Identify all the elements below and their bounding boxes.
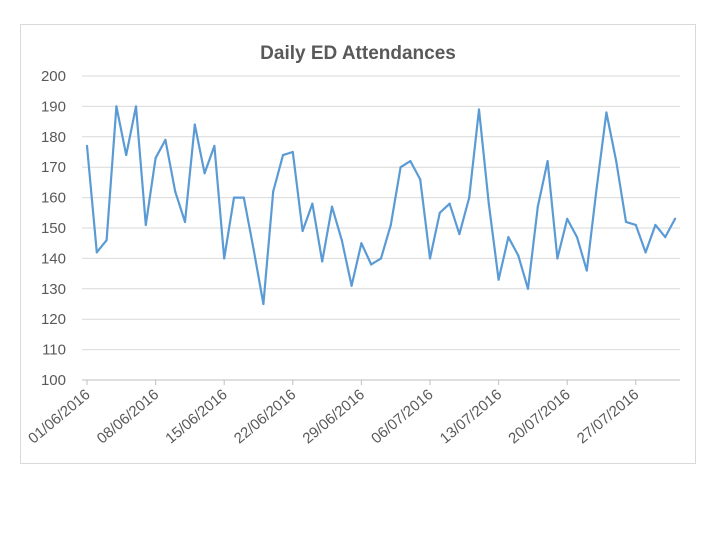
data-point (438, 211, 441, 214)
data-point (85, 144, 89, 148)
data-point (526, 287, 530, 290)
data-point (262, 302, 265, 306)
data-point (340, 239, 343, 242)
data-point (330, 205, 334, 208)
y-tick-label: 150 (41, 220, 66, 237)
x-tick-label: 20/07/2016 (505, 386, 573, 447)
data-point (487, 202, 490, 205)
y-tick-label: 130 (41, 281, 66, 298)
data-point (497, 278, 500, 281)
data-point (585, 269, 588, 272)
y-axis: 100 110 120 130 140 150 160 170 180 190 200 (41, 68, 66, 389)
x-tick-label: 22/06/2016 (231, 386, 299, 447)
data-point (428, 257, 432, 260)
data-point (419, 178, 422, 181)
data-point (95, 251, 98, 254)
data-point (605, 111, 608, 114)
data-point (193, 123, 196, 126)
data-point (654, 223, 657, 227)
data-point (634, 223, 637, 227)
data-point (370, 263, 373, 266)
series-line (85, 105, 677, 306)
data-point (154, 156, 157, 160)
data-point (272, 190, 275, 193)
data-point (125, 153, 128, 157)
data-point (644, 251, 647, 254)
data-point (546, 160, 549, 163)
data-point (115, 105, 118, 108)
data-point (183, 220, 187, 224)
y-tick-label: 160 (41, 190, 66, 207)
data-point (507, 236, 510, 239)
x-tick-label: 27/07/2016 (574, 386, 642, 447)
y-tick-label: 190 (41, 98, 66, 115)
data-point (223, 257, 226, 260)
data-point (575, 236, 579, 239)
data-point (213, 144, 216, 148)
data-point (105, 239, 108, 242)
data-point (174, 190, 177, 193)
x-tick-label: 29/06/2016 (300, 386, 368, 447)
data-point (281, 153, 285, 157)
chart-title: Daily ED Attendances (260, 43, 456, 64)
data-point (458, 232, 461, 236)
data-point (399, 166, 402, 169)
data-point (350, 284, 353, 287)
y-tick-label: 170 (41, 159, 66, 176)
data-point (477, 108, 481, 111)
x-tick-label: 08/06/2016 (94, 386, 162, 447)
data-point (232, 196, 236, 199)
x-tick-label: 06/07/2016 (368, 386, 436, 447)
y-tick-label: 120 (41, 311, 66, 328)
data-point (144, 223, 147, 227)
chart-frame (20, 24, 696, 464)
x-tick-label: 13/07/2016 (437, 386, 505, 447)
data-point (301, 229, 304, 233)
data-point (595, 187, 598, 190)
data-point (379, 257, 383, 260)
data-point (360, 242, 363, 245)
data-point (536, 205, 539, 208)
data-point (164, 138, 167, 141)
data-point (321, 260, 324, 263)
y-tick-label: 100 (41, 372, 66, 389)
data-point (242, 196, 245, 199)
data-point (291, 150, 294, 154)
x-axis: 01/06/2016 08/06/2016 15/06/2016 22/06/2016… (25, 379, 680, 447)
data-point (389, 223, 392, 227)
data-point (556, 257, 559, 260)
data-point (252, 248, 255, 251)
data-point (566, 217, 569, 220)
gridlines (82, 75, 680, 351)
data-point (448, 202, 451, 205)
data-point (664, 236, 667, 239)
data-point (134, 105, 138, 108)
data-point (409, 160, 412, 163)
x-tick-label: 15/06/2016 (162, 386, 230, 447)
data-point (624, 220, 628, 224)
data-point (468, 196, 471, 199)
data-point (203, 172, 206, 175)
y-tick-label: 200 (41, 68, 66, 85)
y-tick-label: 110 (42, 342, 66, 359)
series-group (85, 105, 677, 306)
data-point (615, 160, 618, 163)
data-point (311, 202, 314, 205)
x-tick-label: 01/06/2016 (25, 386, 93, 447)
data-point (517, 254, 520, 257)
y-tick-label: 180 (41, 129, 66, 146)
data-point (673, 217, 677, 220)
y-tick-label: 140 (41, 250, 66, 267)
